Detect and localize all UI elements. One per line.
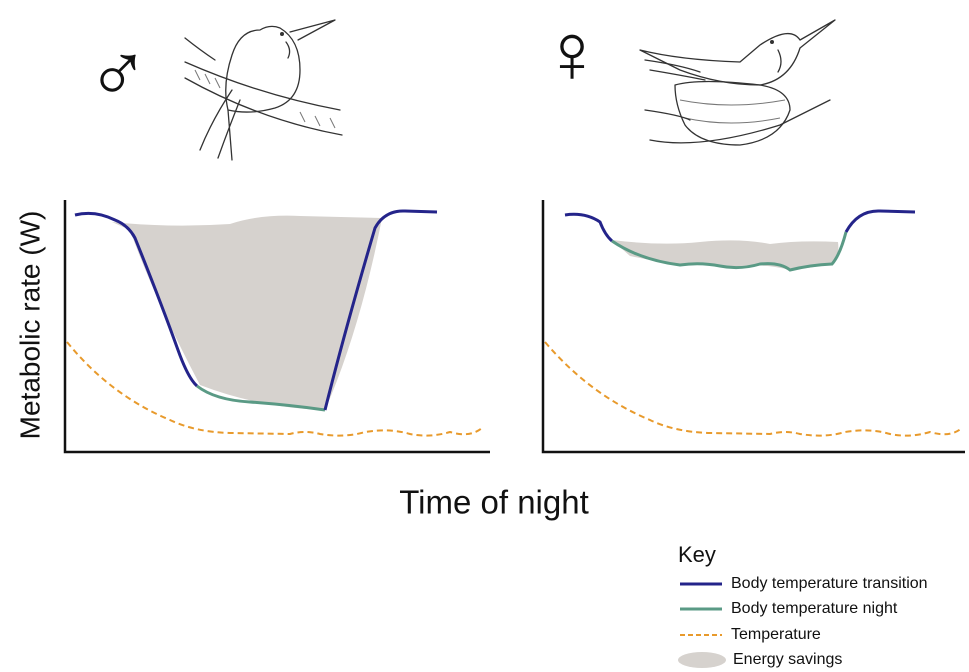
figure: ♂ ♀ Metaboli [0,0,969,672]
transition-line [565,214,612,241]
temperature-line [545,342,962,436]
legend-label: Body temperature transition [731,575,928,592]
legend-swatch [678,652,726,668]
male-bird-sketch [185,20,342,160]
energy-savings-area [112,216,382,410]
x-axis-label: Time of night [399,484,589,521]
legend-label: Body temperature night [731,600,898,617]
male-symbol: ♂ [87,26,150,120]
female-bird-sketch [640,20,835,145]
legend-label: Energy savings [733,651,842,668]
axes [543,200,965,452]
legend: Key Body temperature transition Body tem… [678,542,928,668]
transition-line [846,211,915,232]
female-symbol: ♀ [541,6,604,100]
y-axis-label: Metabolic rate (W) [14,211,45,440]
legend-label: Temperature [731,626,821,643]
female-panel [543,200,965,452]
male-panel [65,200,490,452]
legend-title: Key [678,542,716,567]
